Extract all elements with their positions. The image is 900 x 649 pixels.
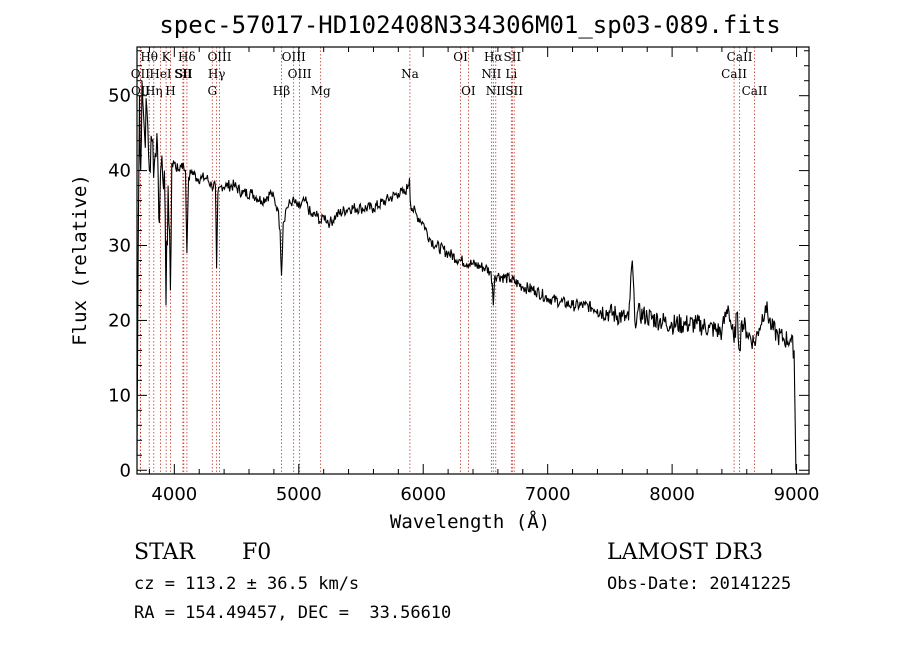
- obs-date: Obs-Date: 20141225: [607, 574, 792, 594]
- survey-name: LAMOST DR3: [607, 540, 763, 565]
- x-axis-label: Wavelength (Å): [390, 510, 550, 533]
- x-tick-label: 6000: [400, 484, 446, 505]
- spectral-line-label: Na: [401, 67, 419, 81]
- spectral-line-label: K: [162, 50, 172, 64]
- spectral-line-label: SII: [175, 67, 193, 81]
- spectrum-line: [136, 80, 797, 471]
- spectral-line-label: SII: [505, 84, 523, 98]
- object-type: STAR: [134, 540, 195, 565]
- spectral-line-label: OIII: [282, 50, 306, 64]
- ra-dec-coordinates: RA = 154.49457, DEC = 33.56610: [134, 603, 452, 623]
- spectral-line-label: HeI: [149, 67, 172, 81]
- spectral-line-label: OII: [131, 84, 151, 98]
- y-tick-label: 30: [108, 236, 131, 257]
- spectral-line-markers: [139, 47, 755, 474]
- x-tick-label: 9000: [774, 484, 820, 505]
- x-tick-label: 4000: [151, 484, 197, 505]
- spectral-line-label: CaII: [721, 67, 747, 81]
- y-tick-label: 20: [108, 310, 131, 331]
- spectral-line-label: OII: [131, 67, 151, 81]
- spectral-line-label: CaII: [727, 50, 753, 64]
- plot-frame: [136, 46, 810, 475]
- spectral-line-label: Hδ: [178, 50, 196, 64]
- spectral-line-label: G: [207, 84, 217, 98]
- x-tick-label: 5000: [276, 484, 322, 505]
- x-tick-label: 7000: [525, 484, 571, 505]
- spectral-line-label: CaII: [742, 84, 768, 98]
- spectral-line-label: H: [165, 84, 175, 98]
- x-axis-ticks: 4000 5000 6000 7000 8000 9000: [148, 47, 820, 505]
- y-axis-label: Flux (relative): [69, 174, 91, 346]
- spectral-line-label: OIII: [207, 50, 231, 64]
- y-tick-label: 40: [108, 161, 131, 182]
- spectral-line-label: NII: [481, 67, 501, 81]
- spectral-line-label: Li: [505, 67, 517, 81]
- spectral-line-label: SII: [174, 67, 192, 81]
- chart-title: spec-57017-HD102408N334306M01_sp03-089.f…: [159, 11, 780, 39]
- spectral-line-label: Hη: [145, 84, 163, 98]
- spectral-line-label: Hθ: [140, 50, 158, 64]
- spectral-line-label: Hγ: [208, 67, 226, 81]
- spectral-line-label: NII: [486, 84, 506, 98]
- spectral-line-label: SII: [503, 50, 521, 64]
- x-tick-label: 8000: [649, 484, 695, 505]
- y-tick-label: 0: [120, 460, 131, 481]
- spectral-line-label: Hα: [484, 50, 503, 64]
- y-tick-label: 50: [108, 86, 131, 107]
- spectral-line-label: OIII: [288, 67, 312, 81]
- object-subclass: F0: [242, 540, 272, 565]
- redshift-cz: cz = 113.2 ± 36.5 km/s: [134, 574, 360, 594]
- spectral-line-label: OI: [453, 50, 468, 64]
- spectral-line-label: OI: [461, 84, 476, 98]
- spectral-line-label: Mg: [311, 84, 331, 98]
- y-axis-ticks: 0 10 20 30 40 50: [108, 50, 809, 481]
- spectral-line-label: Hβ: [273, 84, 290, 98]
- y-tick-label: 10: [108, 385, 131, 406]
